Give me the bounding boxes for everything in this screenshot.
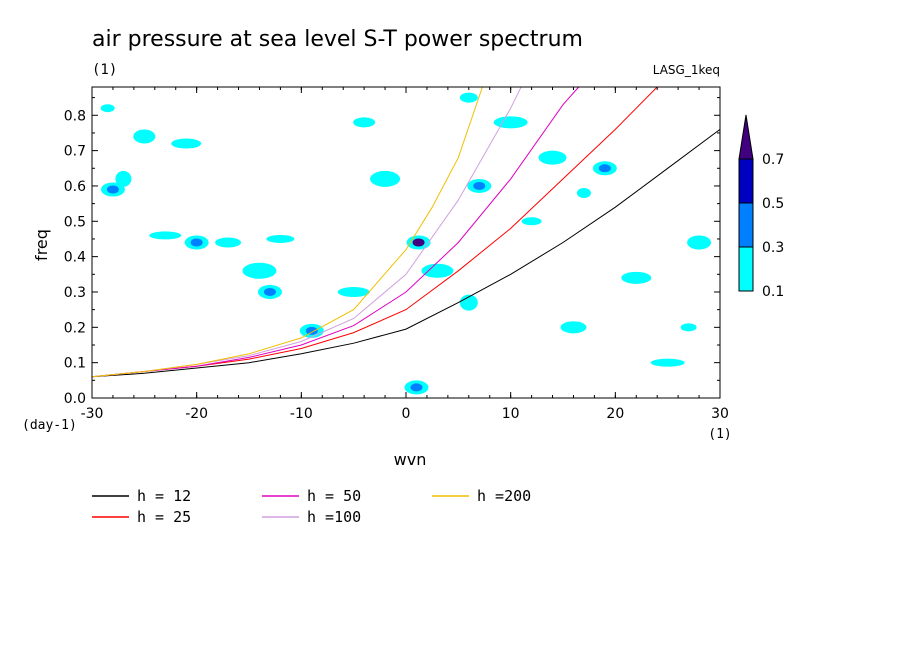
x-axis: -30 -20 -10 0 10 20 30 xyxy=(81,87,729,422)
x-axis-unit: (1) xyxy=(708,427,731,442)
colorbar-label: 0.1 xyxy=(762,284,784,300)
contour-patch-core xyxy=(106,185,119,194)
contour-patch xyxy=(650,358,685,367)
x-axis-label: wvn xyxy=(394,450,427,469)
contour-patch-core xyxy=(410,383,423,392)
contour-patch xyxy=(353,117,376,128)
contour-patch xyxy=(687,235,712,250)
contour-patch xyxy=(493,116,528,129)
contour-patch xyxy=(337,286,370,297)
colorbar-segment xyxy=(738,246,754,292)
contour-patch xyxy=(215,237,242,248)
y-axis: 0.0 0.1 0.2 0.3 0.4 0.5 0.6 0.7 0.8 xyxy=(64,97,720,407)
contour-patch xyxy=(266,234,295,243)
x-tick-label: 20 xyxy=(606,406,624,422)
dispersion-curve xyxy=(91,86,658,378)
dispersion-curves xyxy=(91,86,721,378)
legend-label: h = 12 xyxy=(137,487,191,505)
contour-patch-core xyxy=(263,287,276,296)
x-tick-label: 0 xyxy=(402,406,411,422)
x-tick-label: 10 xyxy=(502,406,520,422)
legend-label: h =100 xyxy=(307,508,361,526)
contour-patch-core xyxy=(305,326,318,335)
y-tick-label: 0.5 xyxy=(64,214,86,230)
colorbar-label: 0.5 xyxy=(762,196,784,212)
y-axis-unit: (day-1) xyxy=(22,418,77,433)
legend: h = 12 h = 25 h = 50 h =100 h =200 xyxy=(92,487,531,526)
contour-patch xyxy=(521,217,542,226)
contour-patch xyxy=(538,150,567,165)
contour-patch xyxy=(560,321,587,334)
y-tick-label: 0.1 xyxy=(64,356,86,372)
dispersion-curve xyxy=(91,86,483,378)
legend-label: h = 50 xyxy=(307,487,361,505)
dispersion-curve xyxy=(91,86,580,378)
contour-patch xyxy=(370,170,401,187)
colorbar-label: 0.7 xyxy=(762,152,784,168)
colorbar-arrow xyxy=(738,114,754,160)
chart-subtitle: (1) xyxy=(92,62,117,78)
contour-patch xyxy=(621,271,652,284)
y-tick-label: 0.7 xyxy=(64,144,86,160)
contour-patch xyxy=(576,188,591,199)
contour-patch-core xyxy=(598,164,611,173)
colorbar: 0.1 0.3 0.5 0.7 xyxy=(738,114,784,300)
contour-patch xyxy=(171,138,202,149)
contour-patch xyxy=(100,104,115,113)
contour-patch xyxy=(680,323,697,332)
colorbar-segment xyxy=(738,202,754,248)
legend-label: h =200 xyxy=(477,487,531,505)
colorbar-label: 0.3 xyxy=(762,240,784,256)
chart-title: air pressure at sea level S-T power spec… xyxy=(92,27,583,52)
contour-patch xyxy=(459,92,478,103)
y-tick-label: 0.6 xyxy=(64,179,86,195)
contour-patch-core xyxy=(190,238,203,247)
dispersion-curve xyxy=(91,128,721,378)
contour-patch xyxy=(242,262,277,279)
y-tick-label: 0.8 xyxy=(64,108,86,124)
x-tick-label: -30 xyxy=(81,406,104,422)
colorbar-segment xyxy=(738,158,754,204)
contour-patch xyxy=(133,129,156,144)
y-tick-label: 0.4 xyxy=(64,250,86,266)
y-tick-label: 0.0 xyxy=(64,391,86,407)
contour-patch xyxy=(459,294,478,311)
contour-patch xyxy=(149,231,182,240)
contour-patches xyxy=(100,92,712,395)
y-axis-label: freq xyxy=(32,229,51,261)
contour-patch xyxy=(115,170,132,187)
legend-label: h = 25 xyxy=(137,508,191,526)
x-tick-label: 30 xyxy=(711,406,729,422)
contour-patch-core xyxy=(412,238,425,247)
y-tick-label: 0.3 xyxy=(64,285,86,301)
x-tick-label: -20 xyxy=(185,406,208,422)
contour-patch xyxy=(421,263,454,278)
contour-patch-core xyxy=(473,181,486,190)
source-label: LASG_1keq xyxy=(653,63,720,77)
x-tick-label: -10 xyxy=(290,406,313,422)
y-tick-label: 0.2 xyxy=(64,320,86,336)
